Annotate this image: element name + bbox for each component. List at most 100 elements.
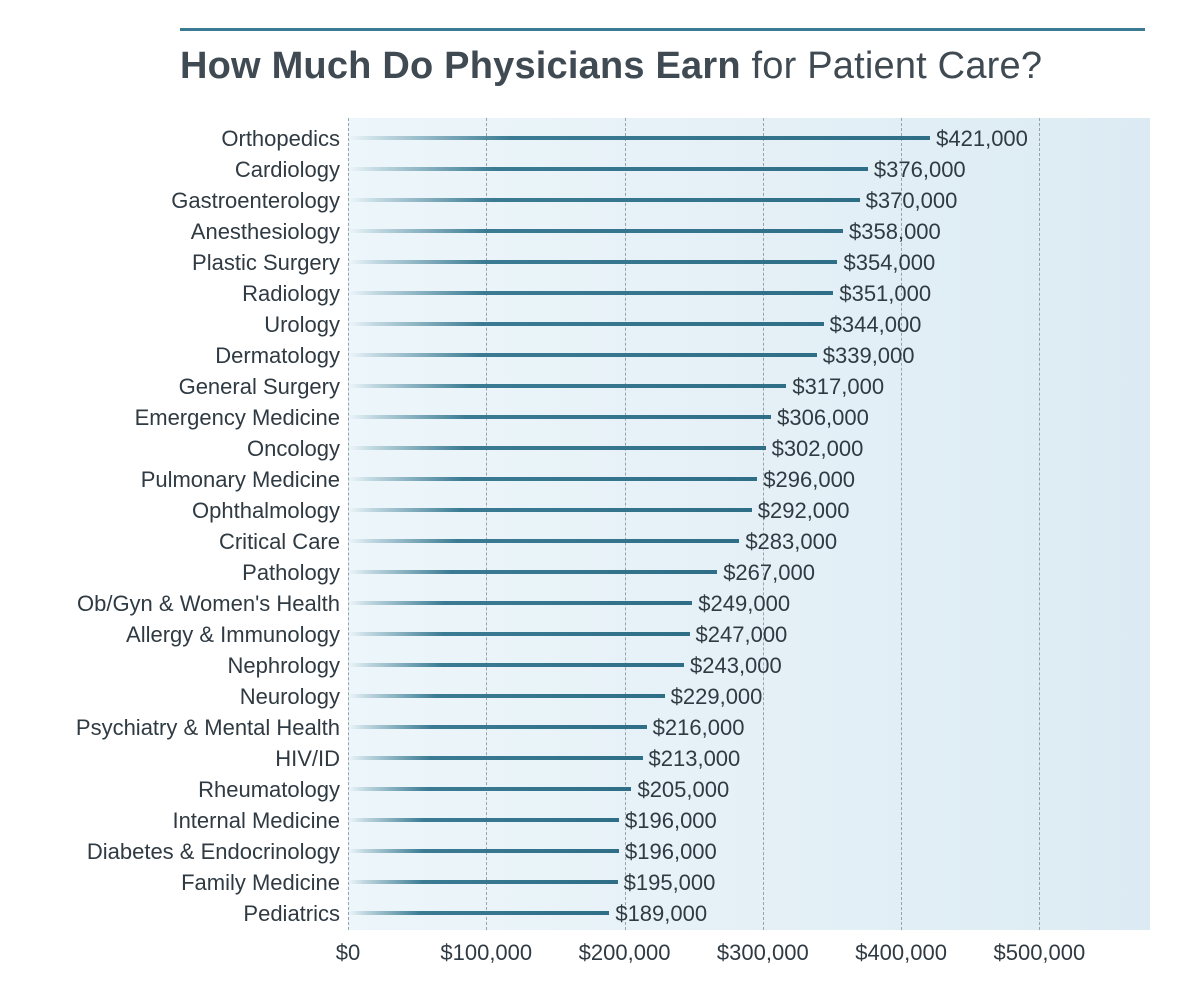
bar: [348, 477, 757, 481]
x-tick-label: $400,000: [855, 940, 947, 966]
bar-row: Oncology $302,000: [0, 434, 1200, 465]
value-label: $376,000: [874, 155, 966, 185]
bar: [348, 260, 837, 264]
x-tick-label: $300,000: [717, 940, 809, 966]
value-label: $195,000: [624, 868, 716, 898]
bar: [348, 632, 690, 636]
category-label: Pediatrics: [40, 899, 340, 929]
value-label: $344,000: [830, 310, 922, 340]
category-label: Anesthesiology: [40, 217, 340, 247]
value-label: $247,000: [696, 620, 788, 650]
bar: [348, 539, 739, 543]
category-label: Radiology: [40, 279, 340, 309]
value-label: $267,000: [723, 558, 815, 588]
bar-row: Diabetes & Endocrinology $196,000: [0, 837, 1200, 868]
bar-row: Internal Medicine $196,000: [0, 806, 1200, 837]
category-label: Ophthalmology: [40, 496, 340, 526]
bar: [348, 849, 619, 853]
category-label: Pulmonary Medicine: [40, 465, 340, 495]
category-label: Diabetes & Endocrinology: [40, 837, 340, 867]
bar-row: Allergy & Immunology $247,000: [0, 620, 1200, 651]
x-tick-label: $0: [336, 940, 360, 966]
bar-row: Critical Care$283,000: [0, 527, 1200, 558]
value-label: $306,000: [777, 403, 869, 433]
value-label: $296,000: [763, 465, 855, 495]
bar-row: Orthopedics$421,000: [0, 124, 1200, 155]
category-label: Cardiology: [40, 155, 340, 185]
category-label: Urology: [40, 310, 340, 340]
value-label: $249,000: [698, 589, 790, 619]
bar-row: Anesthesiology $358,000: [0, 217, 1200, 248]
category-label: Plastic Surgery: [40, 248, 340, 278]
bar: [348, 694, 665, 698]
category-label: Gastroenterology: [40, 186, 340, 216]
chart-title: How Much Do Physicians Earn for Patient …: [180, 45, 1145, 88]
category-label: Nephrology: [40, 651, 340, 681]
bar: [348, 508, 752, 512]
x-tick-label: $200,000: [579, 940, 671, 966]
bar-row: Gastroenterology $370,000: [0, 186, 1200, 217]
bar: [348, 446, 766, 450]
category-label: Allergy & Immunology: [40, 620, 340, 650]
category-label: Psychiatry & Mental Health: [40, 713, 340, 743]
bar-row: Radiology $351,000: [0, 279, 1200, 310]
value-label: $292,000: [758, 496, 850, 526]
value-label: $358,000: [849, 217, 941, 247]
bar: [348, 756, 643, 760]
bar: [348, 787, 631, 791]
bar-row: Rheumatology $205,000: [0, 775, 1200, 806]
bar: [348, 880, 618, 884]
bar: [348, 198, 860, 202]
value-label: $351,000: [839, 279, 931, 309]
bar-row: Emergency Medicine $306,000: [0, 403, 1200, 434]
bar-row: Nephrology $243,000: [0, 651, 1200, 682]
bar: [348, 229, 843, 233]
category-label: Oncology: [40, 434, 340, 464]
bar-row: Ophthalmology $292,000: [0, 496, 1200, 527]
category-label: Emergency Medicine: [40, 403, 340, 433]
x-tick-label: $100,000: [440, 940, 532, 966]
category-label: Ob/Gyn & Women's Health: [40, 589, 340, 619]
value-label: $216,000: [653, 713, 745, 743]
bar: [348, 663, 684, 667]
value-label: $243,000: [690, 651, 782, 681]
category-label: Family Medicine: [40, 868, 340, 898]
bar: [348, 322, 824, 326]
value-label: $213,000: [649, 744, 741, 774]
bar-row: Plastic Surgery $354,000: [0, 248, 1200, 279]
bar: [348, 911, 609, 915]
title-bold: How Much Do Physicians Earn: [180, 45, 741, 87]
bar-row: HIV/ID $213,000: [0, 744, 1200, 775]
bar-row: Psychiatry & Mental Health $216,000: [0, 713, 1200, 744]
bar: [348, 353, 817, 357]
category-label: Internal Medicine: [40, 806, 340, 836]
bar: [348, 167, 868, 171]
bar-row: Pulmonary Medicine $296,000: [0, 465, 1200, 496]
value-label: $196,000: [625, 806, 717, 836]
title-rule: [180, 28, 1145, 31]
bar-row: Neurology$229,000: [0, 682, 1200, 713]
category-label: Pathology: [40, 558, 340, 588]
category-label: HIV/ID: [40, 744, 340, 774]
bar-row: Family Medicine $195,000: [0, 868, 1200, 899]
category-label: General Surgery: [40, 372, 340, 402]
bar-row: Pathology $267,000: [0, 558, 1200, 589]
x-tick-label: $500,000: [993, 940, 1085, 966]
value-label: $196,000: [625, 837, 717, 867]
bar-row: Urology $344,000: [0, 310, 1200, 341]
category-label: Neurology: [40, 682, 340, 712]
category-label: Orthopedics: [40, 124, 340, 154]
value-label: $339,000: [823, 341, 915, 371]
bar-row: Dermatology$339,000: [0, 341, 1200, 372]
bar: [348, 601, 692, 605]
value-label: $354,000: [843, 248, 935, 278]
value-label: $189,000: [615, 899, 707, 929]
bar: [348, 818, 619, 822]
value-label: $205,000: [637, 775, 729, 805]
bar: [348, 415, 771, 419]
bar: [348, 136, 930, 140]
category-label: Rheumatology: [40, 775, 340, 805]
value-label: $302,000: [772, 434, 864, 464]
value-label: $370,000: [866, 186, 958, 216]
bar: [348, 725, 647, 729]
